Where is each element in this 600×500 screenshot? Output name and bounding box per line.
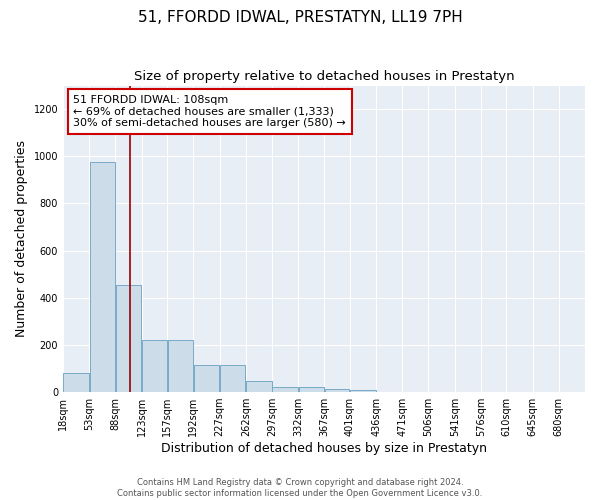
Bar (325, 388, 349, 392)
Text: 51, FFORDD IDWAL, PRESTATYN, LL19 7PH: 51, FFORDD IDWAL, PRESTATYN, LL19 7PH (137, 10, 463, 25)
Bar (167, 340, 193, 392)
Y-axis label: Number of detached properties: Number of detached properties (15, 140, 28, 338)
Bar (194, 365, 219, 392)
X-axis label: Distribution of detached houses by size in Prestatyn: Distribution of detached houses by size … (161, 442, 487, 455)
Bar (350, 390, 376, 392)
Bar (89, 162, 115, 392)
Bar (220, 365, 245, 392)
Bar (246, 381, 272, 392)
Bar (272, 387, 298, 392)
Bar (64, 373, 89, 392)
Bar (142, 340, 167, 392)
Title: Size of property relative to detached houses in Prestatyn: Size of property relative to detached ho… (134, 70, 514, 83)
Text: 51 FFORDD IDWAL: 108sqm
← 69% of detached houses are smaller (1,333)
30% of semi: 51 FFORDD IDWAL: 108sqm ← 69% of detache… (73, 95, 346, 128)
Bar (299, 387, 324, 392)
Text: Contains HM Land Registry data © Crown copyright and database right 2024.
Contai: Contains HM Land Registry data © Crown c… (118, 478, 482, 498)
Bar (116, 285, 141, 392)
